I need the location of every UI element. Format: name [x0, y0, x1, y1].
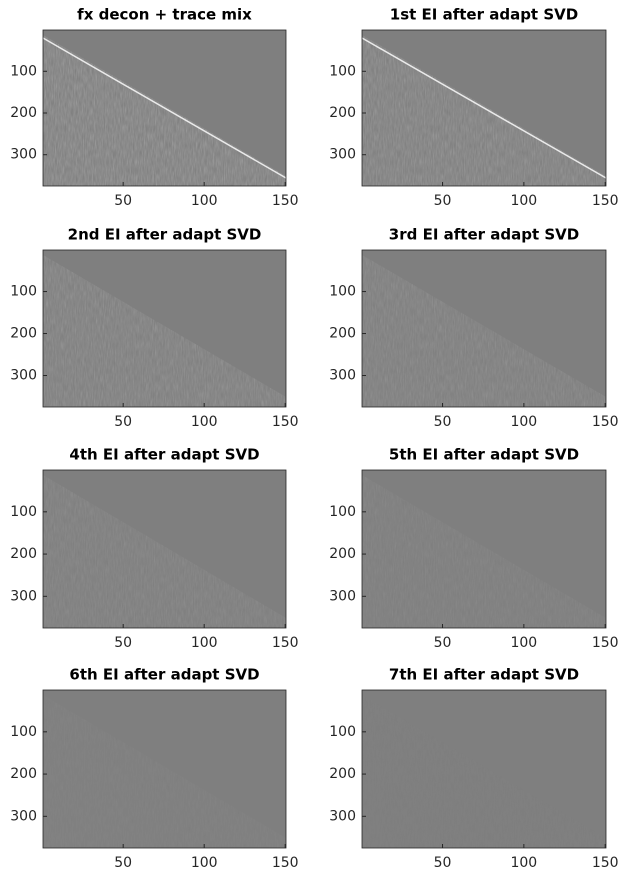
axes-box [361, 689, 607, 849]
axes-box [361, 249, 607, 408]
y-tick-label: 100 [10, 284, 37, 300]
chart-title: 1st EI after adapt SVD [390, 6, 578, 24]
y-tick-label: 300 [329, 147, 356, 163]
first-arrival [42, 37, 287, 179]
y-tick-label: 100 [10, 724, 37, 740]
y-tick-label: 200 [329, 546, 356, 562]
y-tick-label: 300 [329, 368, 356, 384]
x-tick-label: 150 [592, 414, 619, 430]
chart-title: 4th EI after adapt SVD [69, 446, 259, 464]
x-tick-label: 100 [191, 635, 218, 651]
y-tick-label: 300 [10, 588, 37, 604]
x-tick-label: 50 [114, 855, 132, 871]
x-tick-label: 100 [510, 193, 537, 209]
y-tick-label: 200 [329, 326, 356, 342]
x-tick-label: 50 [434, 414, 452, 430]
chart-title: fx decon + trace mix [77, 6, 252, 24]
y-tick-label: 200 [10, 766, 37, 782]
y-tick-label: 300 [10, 808, 37, 824]
x-tick-label: 50 [114, 414, 132, 430]
x-tick-label: 150 [272, 193, 299, 209]
x-tick-label: 50 [434, 855, 452, 871]
y-tick-label: 100 [329, 63, 356, 79]
y-tick-label: 300 [10, 368, 37, 384]
chart-title: 6th EI after adapt SVD [69, 666, 259, 684]
x-tick-label: 100 [510, 414, 537, 430]
first-arrival [361, 37, 607, 179]
x-tick-label: 100 [510, 635, 537, 651]
x-tick-label: 100 [191, 193, 218, 209]
chart-title: 3rd EI after adapt SVD [389, 226, 579, 244]
y-tick-label: 100 [10, 63, 37, 79]
axes-box [42, 249, 287, 408]
axes-box [42, 469, 287, 629]
y-tick-label: 200 [329, 766, 356, 782]
x-tick-label: 150 [272, 635, 299, 651]
chart-title: 7th EI after adapt SVD [389, 666, 579, 684]
y-tick-label: 100 [329, 724, 356, 740]
y-tick-label: 300 [329, 808, 356, 824]
x-tick-label: 150 [592, 193, 619, 209]
x-tick-label: 50 [434, 635, 452, 651]
axes-box [42, 689, 287, 849]
y-tick-label: 200 [10, 326, 37, 342]
axes-box [42, 29, 287, 187]
x-tick-label: 150 [592, 635, 619, 651]
x-tick-label: 150 [272, 414, 299, 430]
chart-title: 5th EI after adapt SVD [389, 446, 579, 464]
y-tick-label: 200 [10, 105, 37, 121]
x-tick-label: 100 [510, 855, 537, 871]
x-tick-label: 50 [114, 635, 132, 651]
y-tick-label: 300 [10, 147, 37, 163]
x-tick-label: 50 [114, 193, 132, 209]
x-tick-label: 150 [592, 855, 619, 871]
x-tick-label: 50 [434, 193, 452, 209]
x-tick-label: 150 [272, 855, 299, 871]
y-tick-label: 200 [10, 546, 37, 562]
y-tick-label: 300 [329, 588, 356, 604]
y-tick-label: 100 [10, 504, 37, 520]
y-tick-label: 100 [329, 284, 356, 300]
y-tick-label: 200 [329, 105, 356, 121]
axes-box [361, 469, 607, 629]
axes-box [361, 29, 607, 187]
y-tick-label: 100 [329, 504, 356, 520]
chart-title: 2nd EI after adapt SVD [68, 226, 262, 244]
x-tick-label: 100 [191, 414, 218, 430]
x-tick-label: 100 [191, 855, 218, 871]
